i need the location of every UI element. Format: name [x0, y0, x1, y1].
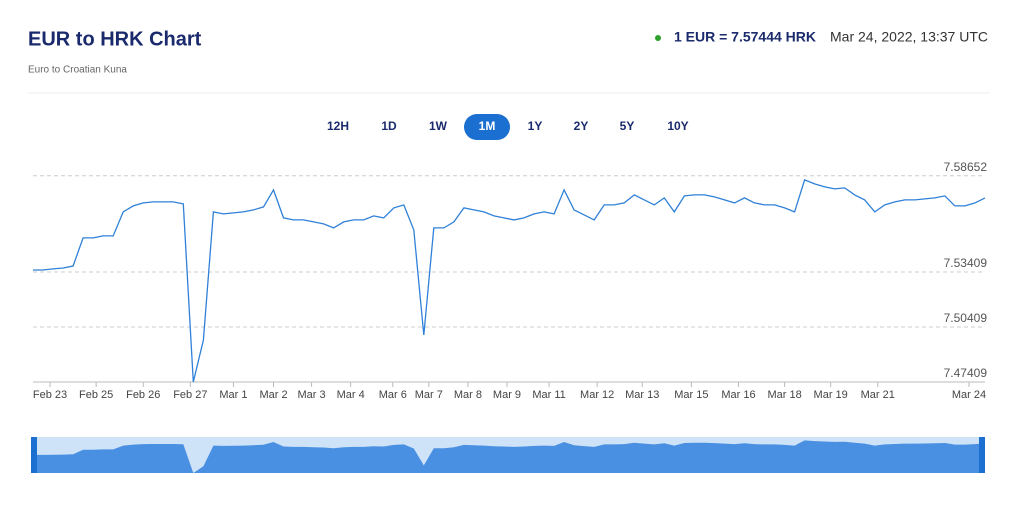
- x-tick-label: Mar 19: [814, 389, 848, 401]
- x-tick-label: Mar 7: [415, 389, 443, 401]
- range-button[interactable]: 1W: [429, 119, 448, 133]
- x-tick-label: Feb 26: [126, 389, 160, 401]
- x-tick-label: Mar 15: [674, 389, 708, 401]
- x-tick-label: Feb 23: [33, 389, 67, 401]
- range-buttons: 12H 1D 1W 1M 1Y 2Y 5Y 10Y: [327, 114, 689, 140]
- x-tick-label: Mar 11: [532, 389, 565, 401]
- x-tick-label: Feb 27: [173, 389, 207, 401]
- navigator-handle[interactable]: [979, 437, 985, 473]
- range-button[interactable]: 1Y: [528, 119, 543, 133]
- rate: 1 EUR = 7.57444 HRK: [674, 29, 816, 45]
- live-dot: [655, 35, 661, 41]
- x-tick-label: Mar 4: [337, 389, 365, 401]
- range-button[interactable]: 1M: [479, 119, 496, 133]
- y-tick-label: 7.47409: [944, 366, 988, 380]
- range-button-active[interactable]: [464, 114, 510, 140]
- timestamp: Mar 24, 2022, 13:37 UTC: [830, 29, 988, 45]
- subtitle: Euro to Croatian Kuna: [28, 65, 127, 76]
- range-button[interactable]: 2Y: [574, 119, 589, 133]
- range-button[interactable]: 10Y: [667, 119, 688, 133]
- x-tick-label: Mar 16: [721, 389, 755, 401]
- range-button[interactable]: 1D: [381, 119, 397, 133]
- range-button[interactable]: 12H: [327, 119, 349, 133]
- y-tick-label: 7.58652: [944, 160, 988, 174]
- navigator-area: [33, 440, 985, 473]
- navigator-handle[interactable]: [31, 437, 37, 473]
- x-tick-label: Mar 6: [379, 389, 407, 401]
- x-tick-label: Mar 9: [493, 389, 521, 401]
- x-tick-label: Mar 1: [219, 389, 247, 401]
- x-tick-label: Mar 21: [861, 389, 895, 401]
- chart-title: EUR to HRK Chart: [28, 28, 202, 50]
- x-tick-label: Mar 2: [259, 389, 287, 401]
- y-tick-label: 7.53409: [944, 256, 988, 270]
- plot: 7.47409 7.50409 7.53409 7.58652 Feb 23 Feb 25…: [33, 160, 987, 401]
- range-button[interactable]: 5Y: [620, 119, 635, 133]
- x-tick-label: Mar 24: [952, 389, 986, 401]
- x-tick-label: Mar 13: [625, 389, 659, 401]
- series-line: [33, 179, 986, 383]
- x-tick-label: Mar 18: [767, 389, 801, 401]
- x-tick-label: Mar 3: [298, 389, 326, 401]
- y-tick-label: 7.50409: [944, 311, 988, 325]
- x-tick-label: Mar 8: [454, 389, 482, 401]
- x-tick-label: Feb 25: [79, 389, 113, 401]
- x-tick-label: Mar 12: [580, 389, 614, 401]
- navigator-series: [33, 440, 985, 473]
